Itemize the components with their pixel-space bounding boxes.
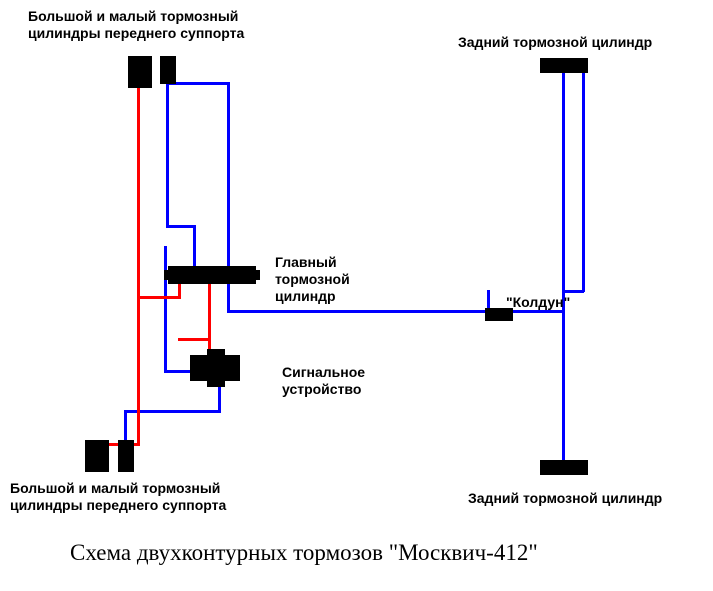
blue-line-5: [227, 227, 230, 267]
blue-line-15: [562, 290, 584, 293]
red-line-4: [178, 338, 211, 341]
block-signal_top: [207, 349, 225, 357]
label-rear_top: Задний тормозной цилиндр: [458, 34, 652, 51]
blue-line-9: [218, 386, 221, 412]
diagram-stage: Большой и малый тормозный цилиндры перед…: [0, 0, 713, 591]
red-line-3: [208, 283, 211, 341]
label-front_bottom: Большой и малый тормозный цилиндры перед…: [10, 480, 226, 514]
block-master: [168, 266, 256, 284]
red-line-1: [137, 296, 181, 299]
red-line-0: [137, 86, 140, 446]
blue-line-14: [562, 72, 565, 462]
label-rear_bottom: Задний тормозной цилиндр: [468, 490, 662, 507]
block-signal: [190, 355, 240, 381]
label-signal: Сигнальное устройство: [282, 364, 365, 398]
blue-line-3: [227, 82, 230, 230]
label-master: Главный тормозной цилиндр: [275, 254, 350, 304]
block-signal_bot: [207, 379, 225, 387]
blue-line-16: [582, 72, 585, 292]
red-line-2: [178, 283, 181, 298]
blue-line-8: [164, 370, 192, 373]
label-koldun: "Колдун": [506, 294, 570, 311]
blue-line-17: [487, 290, 490, 310]
block-rear_top: [540, 58, 588, 73]
block-front_bot_big: [85, 440, 109, 472]
block-master_r: [254, 270, 260, 280]
block-front_top_small: [160, 56, 176, 84]
diagram-title: Схема двухконтурных тормозов "Москвич-41…: [70, 540, 538, 566]
block-front_bot_small: [118, 440, 134, 472]
blue-line-7: [164, 246, 167, 371]
block-front_top_big: [128, 56, 152, 88]
blue-line-1: [166, 225, 196, 228]
block-rear_bot: [540, 460, 588, 475]
blue-line-11: [124, 410, 127, 442]
block-master_l: [164, 270, 170, 280]
blue-line-12: [227, 310, 487, 313]
label-front_top: Большой и малый тормозный цилиндры перед…: [28, 8, 244, 42]
blue-line-2: [193, 225, 196, 267]
blue-line-0: [166, 82, 169, 228]
blue-line-6: [227, 283, 230, 313]
